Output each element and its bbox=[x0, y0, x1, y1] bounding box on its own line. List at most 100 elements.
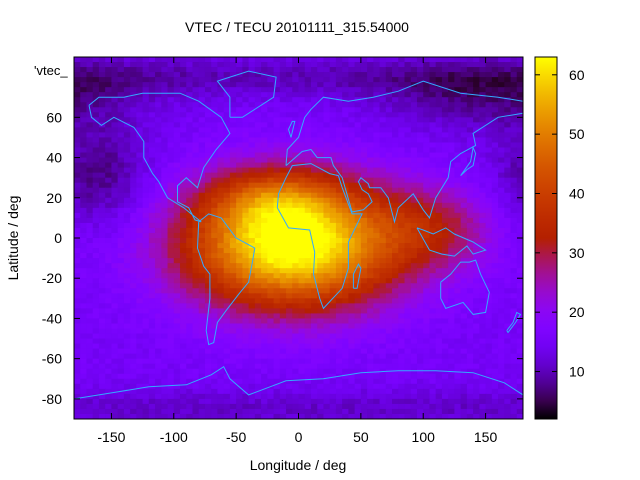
heatmap-cell bbox=[111, 167, 119, 174]
heatmap-cell bbox=[248, 112, 256, 118]
heatmap-cell bbox=[342, 383, 349, 390]
heatmap-cell bbox=[98, 162, 106, 169]
heatmap-cell bbox=[98, 328, 106, 335]
heatmap-cell bbox=[385, 258, 393, 264]
heatmap-cell bbox=[186, 57, 194, 63]
heatmap-cell bbox=[348, 273, 356, 279]
heatmap-cell bbox=[504, 177, 512, 184]
heatmap-cell bbox=[161, 393, 169, 400]
heatmap-cell bbox=[310, 363, 318, 370]
heatmap-cell bbox=[423, 373, 431, 380]
heatmap-cell bbox=[117, 57, 125, 63]
heatmap-cell bbox=[454, 248, 462, 254]
heatmap-cell bbox=[229, 212, 237, 219]
heatmap-cell bbox=[223, 112, 231, 118]
heatmap-cell bbox=[236, 273, 243, 279]
heatmap-cell bbox=[198, 333, 206, 340]
heatmap-cell bbox=[335, 323, 343, 330]
heatmap-cell bbox=[342, 87, 349, 93]
heatmap-cell bbox=[429, 388, 437, 395]
heatmap-cell bbox=[479, 298, 487, 304]
heatmap-cell bbox=[192, 162, 200, 169]
heatmap-cell bbox=[304, 243, 312, 249]
heatmap-cell bbox=[448, 117, 456, 123]
heatmap-cell bbox=[117, 72, 125, 78]
heatmap-cell bbox=[416, 92, 424, 98]
heatmap-cell bbox=[161, 117, 169, 123]
heatmap-cell bbox=[254, 162, 262, 169]
heatmap-cell bbox=[267, 72, 275, 78]
heatmap-cell bbox=[367, 363, 374, 370]
heatmap-cell bbox=[385, 202, 393, 209]
heatmap-cell bbox=[173, 97, 181, 103]
heatmap-cell bbox=[416, 363, 424, 370]
heatmap-cell bbox=[348, 212, 356, 219]
heatmap-cell bbox=[441, 273, 449, 279]
heatmap-cell bbox=[335, 273, 343, 279]
heatmap-cell bbox=[248, 77, 256, 83]
heatmap-cell bbox=[123, 268, 131, 274]
heatmap-cell bbox=[404, 82, 412, 88]
heatmap-cell bbox=[498, 207, 505, 214]
heatmap-cell bbox=[155, 313, 162, 320]
heatmap-cell bbox=[410, 303, 418, 309]
heatmap-cell bbox=[286, 323, 293, 330]
heatmap-cell bbox=[148, 268, 156, 274]
heatmap-cell bbox=[448, 263, 456, 269]
heatmap-cell bbox=[98, 333, 106, 340]
heatmap-cell bbox=[211, 87, 219, 93]
heatmap-cell bbox=[155, 338, 162, 345]
heatmap-cell bbox=[404, 112, 412, 118]
heatmap-cell bbox=[416, 217, 424, 224]
heatmap-cell bbox=[130, 273, 137, 279]
heatmap-cell bbox=[130, 318, 137, 325]
heatmap-cell bbox=[105, 157, 113, 164]
heatmap-cell bbox=[304, 217, 312, 224]
heatmap-cell bbox=[217, 293, 225, 299]
heatmap-cell bbox=[435, 353, 443, 360]
heatmap-cell bbox=[261, 243, 268, 249]
heatmap-cell bbox=[466, 212, 474, 219]
heatmap-cell bbox=[74, 192, 81, 199]
heatmap-cell bbox=[236, 77, 243, 83]
heatmap-cell bbox=[105, 278, 113, 284]
heatmap-cell bbox=[92, 268, 100, 274]
heatmap-cell bbox=[111, 117, 119, 123]
heatmap-cell bbox=[398, 157, 406, 164]
heatmap-cell bbox=[273, 62, 281, 68]
heatmap-cell bbox=[392, 82, 399, 88]
heatmap-cell bbox=[491, 238, 499, 244]
heatmap-cell bbox=[261, 308, 268, 315]
heatmap-cell bbox=[404, 278, 412, 284]
heatmap-cell bbox=[466, 107, 474, 113]
heatmap-cell bbox=[423, 363, 431, 370]
heatmap-cell bbox=[348, 378, 356, 385]
heatmap-cell bbox=[367, 348, 374, 355]
heatmap-cell bbox=[261, 157, 268, 164]
heatmap-cell bbox=[429, 112, 437, 118]
heatmap-cell bbox=[254, 298, 262, 304]
heatmap-cell bbox=[123, 92, 131, 98]
heatmap-cell bbox=[379, 67, 387, 73]
heatmap-cell bbox=[254, 338, 262, 345]
heatmap-cell bbox=[510, 67, 518, 73]
heatmap-cell bbox=[105, 72, 113, 78]
heatmap-cell bbox=[498, 263, 505, 269]
heatmap-cell bbox=[236, 222, 243, 229]
heatmap-cell bbox=[142, 358, 150, 365]
heatmap-cell bbox=[223, 77, 231, 83]
heatmap-cell bbox=[504, 197, 512, 204]
heatmap-cell bbox=[335, 62, 343, 68]
heatmap-cell bbox=[211, 222, 219, 229]
heatmap-cell bbox=[367, 77, 374, 83]
heatmap-cell bbox=[404, 358, 412, 365]
heatmap-cell bbox=[354, 102, 362, 108]
heatmap-cell bbox=[329, 388, 337, 395]
heatmap-cell bbox=[273, 273, 281, 279]
heatmap-cell bbox=[435, 293, 443, 299]
heatmap-cell bbox=[398, 177, 406, 184]
heatmap-cell bbox=[130, 363, 137, 370]
heatmap-cell bbox=[473, 137, 480, 144]
heatmap-cell bbox=[454, 202, 462, 209]
heatmap-cell bbox=[217, 328, 225, 335]
